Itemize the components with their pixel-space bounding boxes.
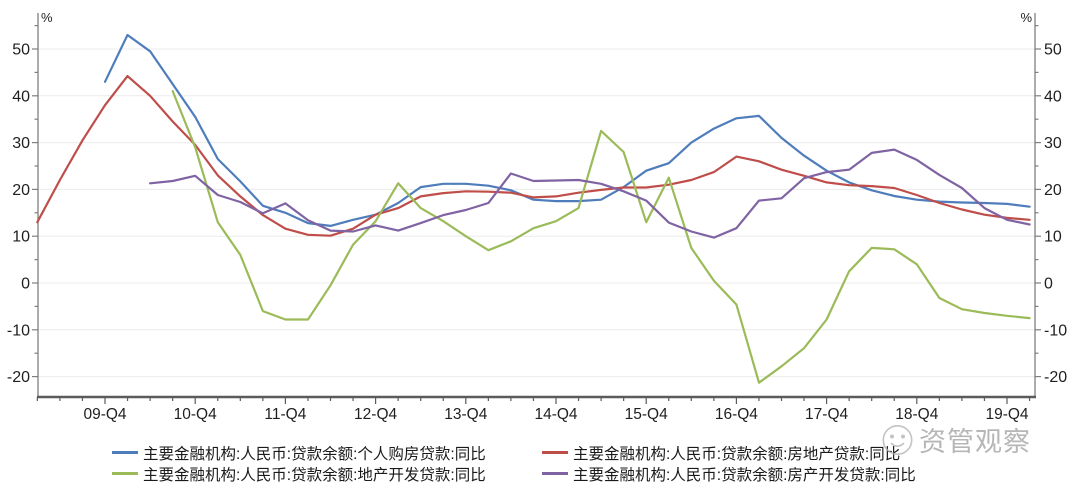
legend-item-1: 主要金融机构:人民币:贷款余额:房地产贷款:同比 <box>542 442 900 463</box>
x-tick-label: 18-Q4 <box>895 406 938 423</box>
legend-line-swatch <box>112 451 138 454</box>
x-tick-label: 17-Q4 <box>805 406 848 423</box>
y-tick-label-left: -10 <box>7 322 30 339</box>
legend-line-swatch <box>112 472 138 475</box>
x-tick-label: 14-Q4 <box>534 406 577 423</box>
legend-item-0: 主要金融机构:人民币:贷款余额:个人购房贷款:同比 <box>112 442 486 463</box>
series-line-3 <box>149 148 1031 239</box>
x-tick-label: 16-Q4 <box>715 406 758 423</box>
y-tick-label-left: -20 <box>7 369 30 386</box>
y-tick-label-right: -20 <box>1044 369 1067 386</box>
legend-label: 主要金融机构:人民币:贷款余额:地产开发贷款:同比 <box>143 466 486 484</box>
legend-label: 主要金融机构:人民币:贷款余额:房地产贷款:同比 <box>573 445 901 463</box>
y-tick-label-right: 20 <box>1044 182 1062 199</box>
y-tick-label-left: 0 <box>21 276 30 293</box>
y-tick-label-right: 10 <box>1044 229 1062 246</box>
series-line-2 <box>171 90 1031 384</box>
x-tick-label: 10-Q4 <box>174 406 217 423</box>
y-unit-right: % <box>1020 10 1032 25</box>
y-tick-label-right: 0 <box>1044 276 1053 293</box>
series-line-0 <box>103 33 1031 227</box>
y-tick-label-right: 30 <box>1044 135 1062 152</box>
legend-label: 主要金融机构:人民币:贷款余额:个人购房贷款:同比 <box>143 445 486 463</box>
y-tick-label-left: 50 <box>12 42 30 59</box>
y-tick-label-left: 20 <box>12 182 30 199</box>
legend-line-swatch <box>542 451 568 454</box>
legend-line-swatch <box>542 472 568 475</box>
x-tick-label: 11-Q4 <box>264 406 306 423</box>
y-tick-label-right: -10 <box>1044 322 1067 339</box>
y-unit-left: % <box>41 10 53 25</box>
legend-item-2: 主要金融机构:人民币:贷款余额:地产开发贷款:同比 <box>112 463 486 484</box>
legend-label: 主要金融机构:人民币:贷款余额:房产开发贷款:同比 <box>573 466 916 484</box>
y-tick-label-right: 50 <box>1044 42 1062 59</box>
y-tick-label-right: 40 <box>1044 88 1062 105</box>
x-tick-label: 13-Q4 <box>444 406 487 423</box>
x-tick-label: 15-Q4 <box>625 406 668 423</box>
y-tick-label-left: 30 <box>12 135 30 152</box>
legend-item-3: 主要金融机构:人民币:贷款余额:房产开发贷款:同比 <box>542 463 916 484</box>
y-tick-label-left: 10 <box>12 229 30 246</box>
y-tick-label-left: 40 <box>12 88 30 105</box>
chart-legend: 主要金融机构:人民币:贷款余额:个人购房贷款:同比 主要金融机构:人民币:贷款余额… <box>0 436 1080 484</box>
series-line-1 <box>36 75 1031 237</box>
x-tick-label: 12-Q4 <box>354 406 397 423</box>
x-tick-label: 19-Q4 <box>985 406 1028 423</box>
x-tick-label: 09-Q4 <box>83 406 126 423</box>
